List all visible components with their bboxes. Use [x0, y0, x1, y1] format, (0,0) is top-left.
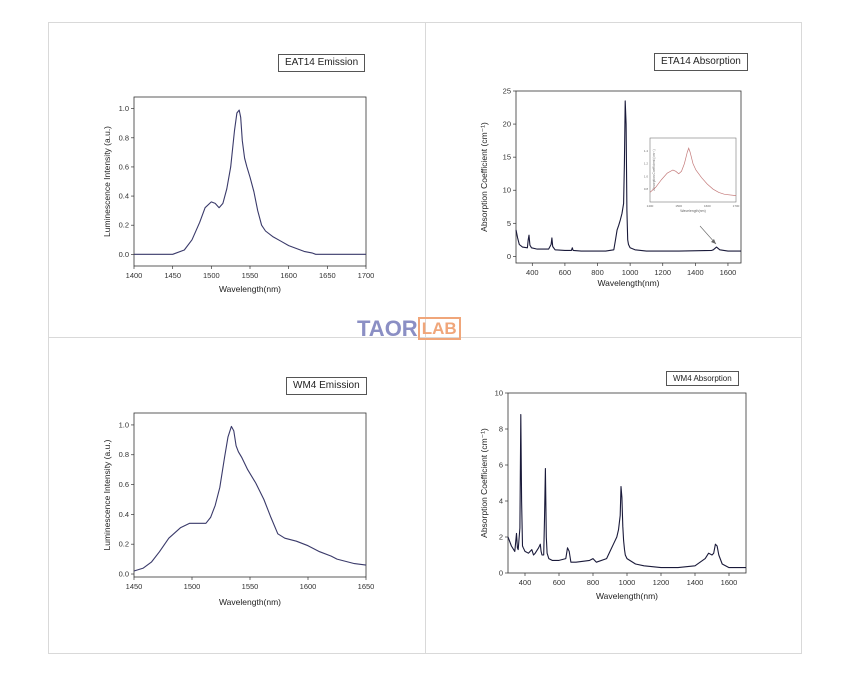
- grid-divider-vertical: [425, 22, 426, 654]
- watermark-part2: LAB: [417, 317, 461, 340]
- watermark-logo: TAOR LAB: [357, 316, 461, 342]
- chart-title-eta14-absorption: ETA14 Absorption: [654, 53, 748, 71]
- chart-title-wm4-emission: WM4 Emission: [286, 377, 367, 395]
- grid-divider-horizontal: [48, 337, 802, 338]
- chart-title-wm4-absorption: WM4 Absorption: [666, 371, 739, 386]
- chart-title-eat14-emission: EAT14 Emission: [278, 54, 366, 72]
- watermark-part1: TAOR: [357, 316, 418, 341]
